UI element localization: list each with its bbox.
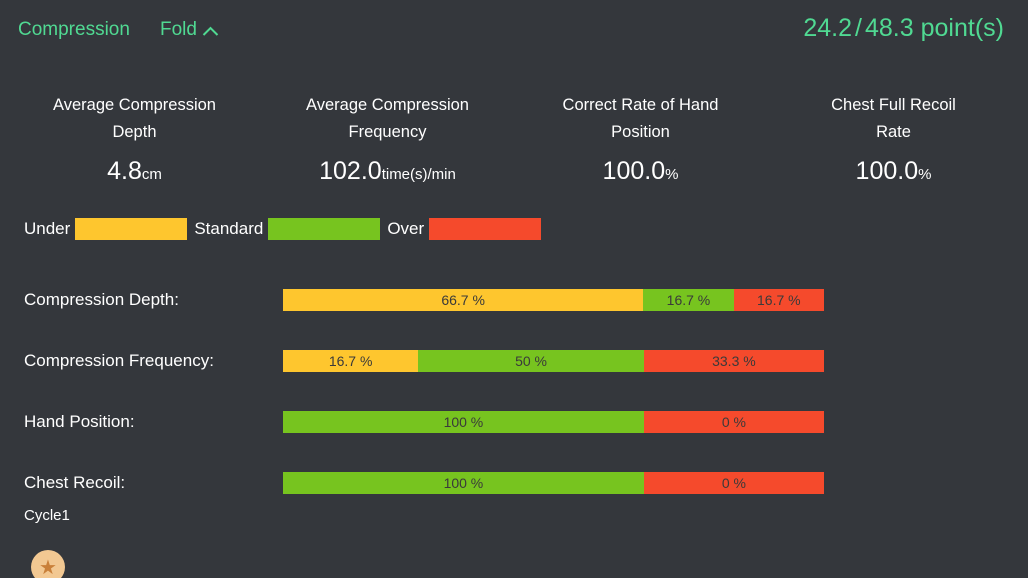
stacked-bar: 100 % 0 %: [283, 472, 824, 494]
legend-swatch-under: [75, 218, 188, 240]
fold-button[interactable]: Fold: [160, 19, 219, 41]
metric-avg-compression-frequency: Average Compression Frequency 102.0 time…: [261, 92, 514, 186]
metric-number: 102.0: [319, 157, 382, 185]
bar-segment-under: 66.7 %: [283, 289, 644, 311]
metric-unit: %: [665, 166, 679, 183]
score-total: 48.3: [864, 14, 914, 42]
stacked-bar: 66.7 % 16.7 % 16.7 %: [283, 289, 824, 311]
bar-segment-standard: 100 %: [283, 472, 644, 494]
bar-row-label: Hand Position:: [24, 412, 135, 431]
page-title: Compression: [18, 19, 130, 40]
metric-value: 100.0 %: [603, 157, 679, 186]
bar-row-hand-position: Hand Position: 100 % 0 %: [0, 411, 1028, 433]
metric-unit: time(s)/min: [381, 166, 456, 183]
bar-segment-value: 50 %: [515, 353, 547, 369]
bar-row-compression-frequency: Compression Frequency: 16.7 % 50 % 33.3 …: [0, 350, 1028, 372]
legend-swatch-standard: [268, 218, 381, 240]
stacked-bar: 100 % 0 %: [283, 411, 824, 433]
metric-label: Correct Rate of Hand Position: [562, 96, 719, 141]
bar-segment-over: 0 %: [643, 472, 824, 494]
metric-avg-compression-depth: Average Compression Depth 4.8 cm: [8, 92, 261, 186]
bar-segment-over: 0 %: [643, 411, 824, 433]
cycle-star-badge[interactable]: ★: [31, 550, 65, 578]
metric-value: 102.0 time(s)/min: [319, 157, 456, 186]
metric-value: 100.0 %: [856, 157, 932, 186]
score-unit: point(s): [920, 14, 1004, 42]
stacked-bar: 16.7 % 50 % 33.3 %: [283, 350, 824, 372]
bar-segment-under: 16.7 %: [283, 350, 419, 372]
metric-chest-recoil-rate: Chest Full Recoil Rate 100.0 %: [767, 92, 1020, 186]
star-icon: ★: [39, 555, 57, 578]
bar-row-chest-recoil: Chest Recoil: 100 % 0 %: [0, 472, 1028, 494]
bar-segment-value: 33.3 %: [712, 353, 756, 369]
legend-label-standard: Standard: [194, 219, 264, 238]
bar-segment-value: 100 %: [443, 414, 484, 430]
metric-number: 100.0: [602, 157, 666, 185]
bar-row-compression-depth: Compression Depth: 66.7 % 16.7 % 16.7 %: [0, 289, 1028, 311]
metric-unit: %: [918, 166, 932, 183]
metric-hand-position-rate: Correct Rate of Hand Position 100.0 %: [514, 92, 767, 186]
bar-segment-value: 16.7 %: [757, 292, 801, 308]
bar-row-label: Chest Recoil:: [24, 473, 126, 492]
bar-segment-value: 66.7 %: [441, 292, 485, 308]
bar-row-label: Compression Depth:: [24, 290, 179, 309]
metric-summary-row: Average Compression Depth 4.8 cm Average…: [8, 92, 1020, 186]
score-separator: /: [855, 14, 862, 42]
bar-row-label: Compression Frequency:: [24, 351, 214, 370]
metric-label: Chest Full Recoil Rate: [831, 96, 956, 141]
metric-unit: cm: [141, 166, 162, 183]
score-value: 24.2: [803, 14, 852, 42]
bar-legend: Under Standard Over: [24, 218, 548, 240]
bar-segment-over: 33.3 %: [643, 350, 824, 372]
chevron-up-icon: [202, 24, 219, 37]
bar-segment-standard: 100 %: [283, 411, 644, 433]
metric-label: Average Compression Frequency: [306, 96, 469, 141]
legend-swatch-over: [429, 218, 542, 240]
bar-segment-value: 0 %: [721, 475, 746, 491]
score-display: 24.2/48.3 point(s): [803, 14, 1004, 43]
bar-segment-value: 100 %: [443, 475, 484, 491]
bar-segment-value: 16.7 %: [328, 353, 373, 369]
cycle-label: Cycle1: [24, 507, 70, 524]
legend-label-over: Over: [387, 219, 425, 238]
legend-label-under: Under: [24, 219, 71, 238]
bar-segment-over: 16.7 %: [733, 289, 824, 311]
metric-number: 100.0: [855, 157, 919, 185]
metric-value: 4.8 cm: [107, 157, 162, 186]
metric-label: Average Compression Depth: [53, 96, 216, 141]
bar-segment-value: 16.7 %: [666, 292, 711, 308]
fold-button-label: Fold: [160, 19, 197, 40]
bar-segment-standard: 50 %: [418, 350, 644, 372]
metric-number: 4.8: [107, 157, 142, 185]
bar-segment-standard: 16.7 %: [643, 289, 734, 311]
stacked-bar-chart: Compression Depth: 66.7 % 16.7 % 16.7 % …: [0, 289, 1028, 533]
bar-segment-value: 0 %: [721, 414, 746, 430]
